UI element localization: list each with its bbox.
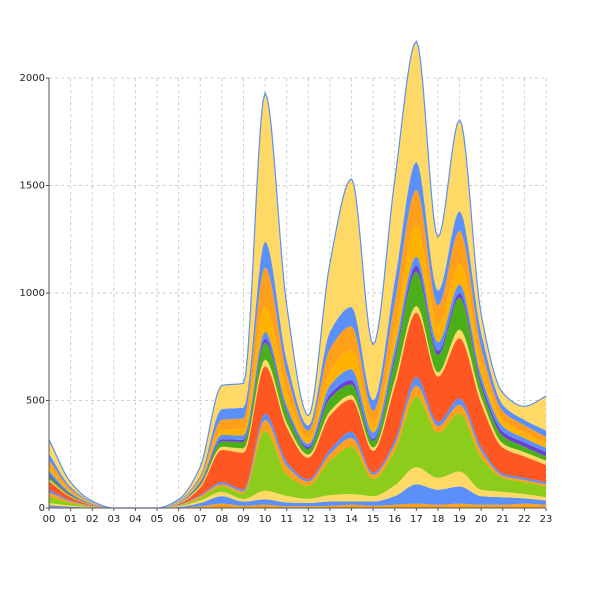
y-tick-label: 500 xyxy=(26,396,45,407)
x-tick-label: 13 xyxy=(324,514,337,525)
x-tick-label: 07 xyxy=(194,514,207,525)
x-tick-label: 02 xyxy=(86,514,99,525)
x-tick-label: 16 xyxy=(388,514,401,525)
series-area-2 xyxy=(49,484,546,508)
x-tick-label: 08 xyxy=(216,514,229,525)
x-tick-label: 06 xyxy=(172,514,185,525)
y-tick-label: 2000 xyxy=(20,73,45,84)
x-tick-label: 19 xyxy=(453,514,466,525)
series-area-7 xyxy=(49,312,546,508)
x-tick-label: 10 xyxy=(259,514,272,525)
x-tick-label: 20 xyxy=(475,514,488,525)
series-area-4 xyxy=(49,396,546,508)
x-tick-label: 21 xyxy=(496,514,509,525)
x-tick-label: 22 xyxy=(518,514,531,525)
x-tick-label: 17 xyxy=(410,514,423,525)
x-tick-label: 23 xyxy=(540,514,553,525)
stacked-area-series xyxy=(48,40,547,509)
y-tick-label: 0 xyxy=(39,503,45,514)
y-tick-label: 1000 xyxy=(20,288,45,299)
x-tick-label: 15 xyxy=(367,514,380,525)
series-area-3 xyxy=(49,467,546,508)
x-tick-label: 18 xyxy=(432,514,445,525)
x-tick-label: 05 xyxy=(151,514,164,525)
y-tick-label: 1500 xyxy=(20,181,45,192)
series-area-1 xyxy=(49,503,546,508)
x-tick-label: 03 xyxy=(107,514,120,525)
x-tick-label: 14 xyxy=(345,514,358,525)
series-area-15 xyxy=(49,41,546,508)
x-tick-label: 11 xyxy=(280,514,293,525)
x-tick-label: 12 xyxy=(302,514,315,525)
axes: 0 500 1000 1500 2000 00 01 02 03 04 05 06 07 08 09 10 11… xyxy=(20,73,553,525)
x-tick-label: 01 xyxy=(64,514,77,525)
x-tick-label: 09 xyxy=(237,514,250,525)
x-tick-label: 04 xyxy=(129,514,142,525)
x-tick-label: 00 xyxy=(43,514,56,525)
